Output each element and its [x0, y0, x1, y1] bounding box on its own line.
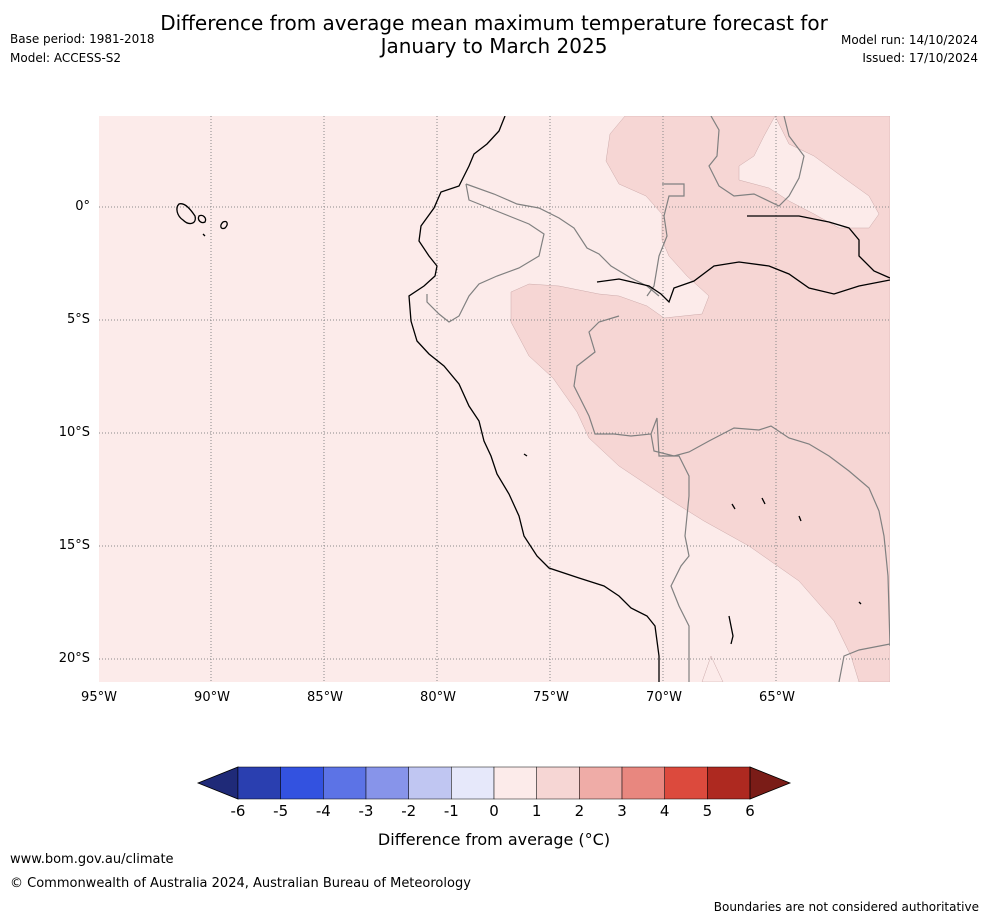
lat-label-0: 0°	[75, 199, 90, 214]
lon-label-70w: 70°W	[646, 690, 682, 705]
colorbar-left-arrow	[196, 766, 239, 800]
colorbar-tick-label: -3	[358, 802, 374, 820]
colorbar-tick-label: 6	[745, 802, 755, 820]
colorbar-tick-label: 5	[702, 802, 713, 820]
model-run: Model run: 14/10/2024	[840, 33, 978, 47]
colorbar-cell	[621, 766, 665, 800]
colorbar-cell	[536, 766, 580, 800]
lon-label-80w: 80°W	[420, 690, 456, 705]
title-line-2: January to March 2025	[380, 34, 608, 58]
lat-label-10s: 10°S	[58, 425, 90, 440]
colorbar-cell	[579, 766, 623, 800]
colorbar-tick-label: -2	[401, 802, 417, 820]
colorbar-cell	[280, 766, 324, 800]
colorbar-tick-label: 0	[489, 802, 499, 820]
lat-label-5s: 5°S	[66, 312, 90, 327]
lon-label-85w: 85°W	[307, 690, 343, 705]
national-borders	[426, 116, 890, 682]
boundary-disclaimer: Boundaries are not considered authoritat…	[713, 900, 979, 914]
colorbar-cell	[237, 766, 281, 800]
lat-label-20s: 20°S	[58, 651, 90, 666]
colorbar-cell	[323, 766, 367, 800]
colorbar-cell	[408, 766, 452, 800]
lon-label-75w: 75°W	[533, 690, 569, 705]
lon-label-95w: 95°W	[81, 690, 117, 705]
model-name: Model: ACCESS-S2	[10, 51, 122, 65]
colorbar-cell	[451, 766, 495, 800]
lon-label-65w: 65°W	[759, 690, 795, 705]
colorbar	[196, 766, 792, 800]
colorbar-tick-label: 3	[617, 802, 627, 820]
colorbar-tick-label: -5	[273, 802, 289, 820]
colorbar-cell	[493, 766, 537, 800]
colorbar-tick-label: -4	[315, 802, 331, 820]
colorbar-tick-label: 1	[531, 802, 542, 820]
title-line-1: Difference from average mean maximum tem…	[160, 11, 828, 35]
website-link[interactable]: www.bom.gov.au/climate	[10, 852, 174, 867]
base-period: Base period: 1981-2018	[10, 32, 155, 46]
colorbar-right-arrow	[749, 766, 792, 800]
colorbar-tick-label: 2	[574, 802, 585, 820]
colorbar-cell	[365, 766, 409, 800]
colorbar-tick-label: -1	[443, 802, 459, 820]
colorbar-cell	[707, 766, 751, 800]
graticule	[99, 116, 890, 682]
coastlines	[176, 116, 890, 682]
colorbar-tick-label: 4	[659, 802, 670, 820]
map-title: Difference from average mean maximum tem…	[0, 12, 988, 58]
colorbar-cells	[237, 766, 751, 800]
colorbar-label: Difference from average (°C)	[377, 830, 611, 849]
lon-label-90w: 90°W	[194, 690, 230, 705]
colorbar-cell	[664, 766, 708, 800]
copyright-text: © Commonwealth of Australia 2024, Austra…	[10, 876, 471, 891]
map-panel	[99, 116, 890, 682]
anomaly-1-2-region	[510, 116, 890, 682]
lat-label-15s: 15°S	[58, 538, 90, 553]
anomaly-0-1-inlet-south	[701, 655, 724, 682]
colorbar-tick-label: -6	[230, 802, 246, 820]
issued-date: Issued: 17/10/2024	[862, 51, 978, 65]
